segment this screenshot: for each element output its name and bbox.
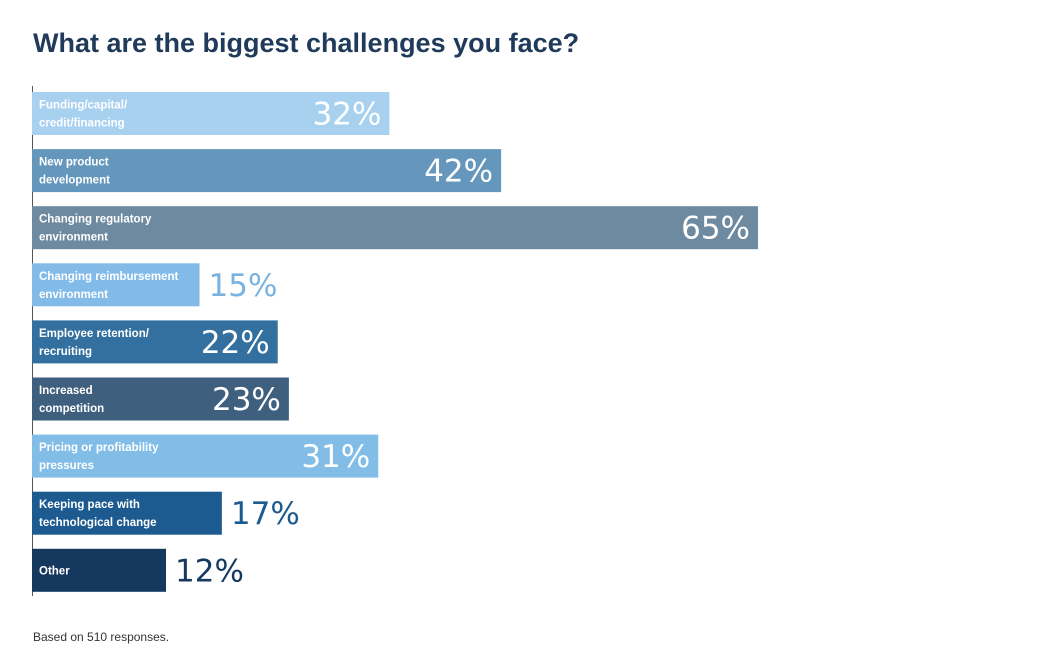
- bar-label-1-0: New product: [39, 157, 109, 169]
- bar-value-7: 17%: [231, 496, 300, 532]
- bar-label-3-1: environment: [39, 289, 108, 301]
- bar-value-0: 32%: [313, 97, 382, 133]
- bar-value-5: 23%: [212, 382, 281, 418]
- bar-value-4: 22%: [201, 325, 270, 361]
- chart-title: What are the biggest challenges you face…: [33, 28, 580, 58]
- bar-label-4-1: recruiting: [39, 346, 92, 358]
- bar-label-1-1: development: [39, 175, 110, 187]
- bar-7: [32, 491, 222, 535]
- bar-value-6: 31%: [301, 439, 370, 475]
- bar-label-7-1: technological change: [39, 517, 157, 529]
- bar-2: [32, 206, 758, 250]
- footnote: Based on 510 responses.: [33, 630, 170, 644]
- bar-value-3: 15%: [209, 268, 278, 304]
- bars-group: Funding/capital/credit/financing 32% New p…: [32, 92, 758, 592]
- bar-label-2-0: Changing regulatory: [39, 214, 152, 226]
- bar-label-2-1: environment: [39, 232, 108, 244]
- bar-label-4-0: Employee retention/: [39, 328, 150, 340]
- bar-5: [32, 377, 289, 421]
- bar-4: [32, 320, 278, 364]
- bar-label-8-0: Other: [39, 565, 70, 577]
- bar-label-0-0: Funding/capital/: [39, 100, 128, 112]
- bar-label-6-0: Pricing or profitability: [39, 442, 159, 454]
- bar-value-1: 42%: [424, 154, 493, 190]
- bar-3: [32, 263, 200, 307]
- bar-label-5-1: competition: [39, 403, 104, 415]
- bar-label-0-1: credit/financing: [39, 118, 125, 130]
- bar-label-6-1: pressures: [39, 460, 94, 472]
- bar-0: [32, 92, 390, 135]
- bar-1: [32, 149, 502, 193]
- bar-value-2: 65%: [681, 211, 750, 247]
- bar-label-3-0: Changing reimbursement: [39, 271, 178, 283]
- bar-value-8: 12%: [175, 553, 244, 589]
- bar-label-5-0: Increased: [39, 385, 93, 397]
- bar-8: [32, 548, 167, 592]
- bar-label-7-0: Keeping pace with: [39, 499, 140, 511]
- bar-6: [32, 434, 379, 478]
